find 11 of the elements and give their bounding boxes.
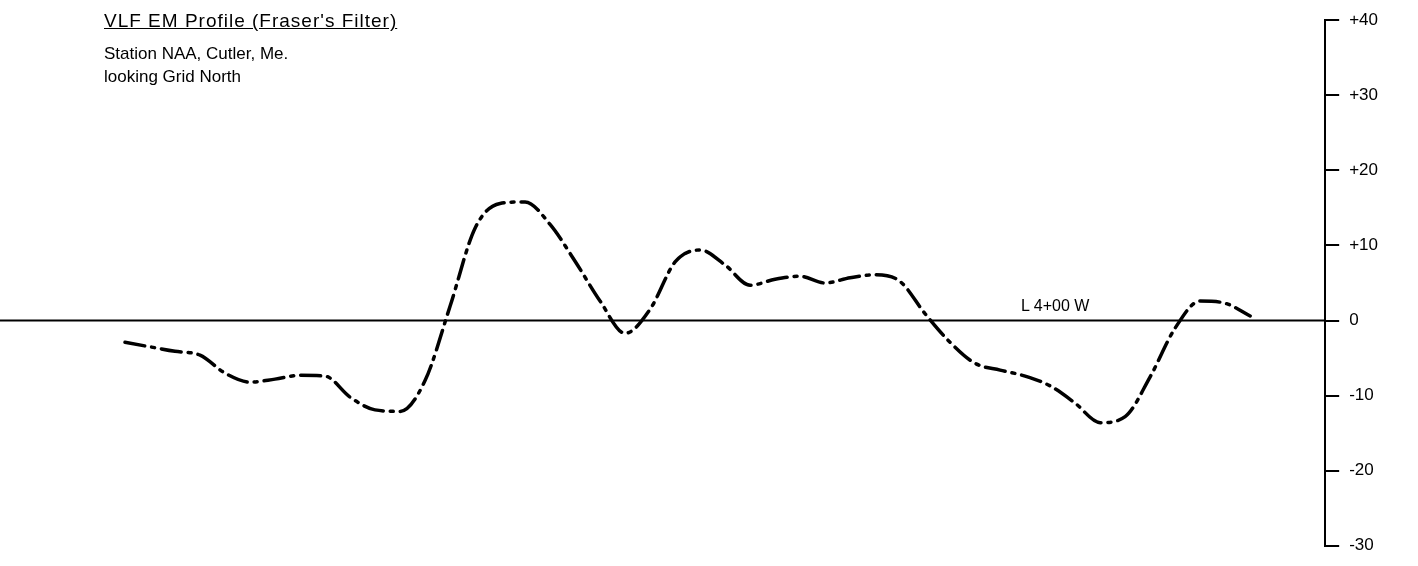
y-tick-label: -10 bbox=[1349, 385, 1374, 405]
y-tick-label: +10 bbox=[1349, 235, 1379, 255]
y-tick-label: -30 bbox=[1349, 535, 1374, 555]
y-tick-label: +30 bbox=[1349, 84, 1379, 104]
text: Station NAA, Cutler, Me. looking Grid North bbox=[104, 43, 289, 88]
y-tick-label: 0 bbox=[1349, 310, 1359, 330]
y-tick-label: +20 bbox=[1349, 160, 1379, 180]
ref-line-label: L 4+00 W bbox=[1020, 296, 1091, 314]
y-tick-label: -20 bbox=[1349, 460, 1374, 480]
chart-title: VLF EM Profile (Fraser's Filter) bbox=[104, 10, 398, 32]
y-tick-label: +40 bbox=[1349, 9, 1379, 29]
